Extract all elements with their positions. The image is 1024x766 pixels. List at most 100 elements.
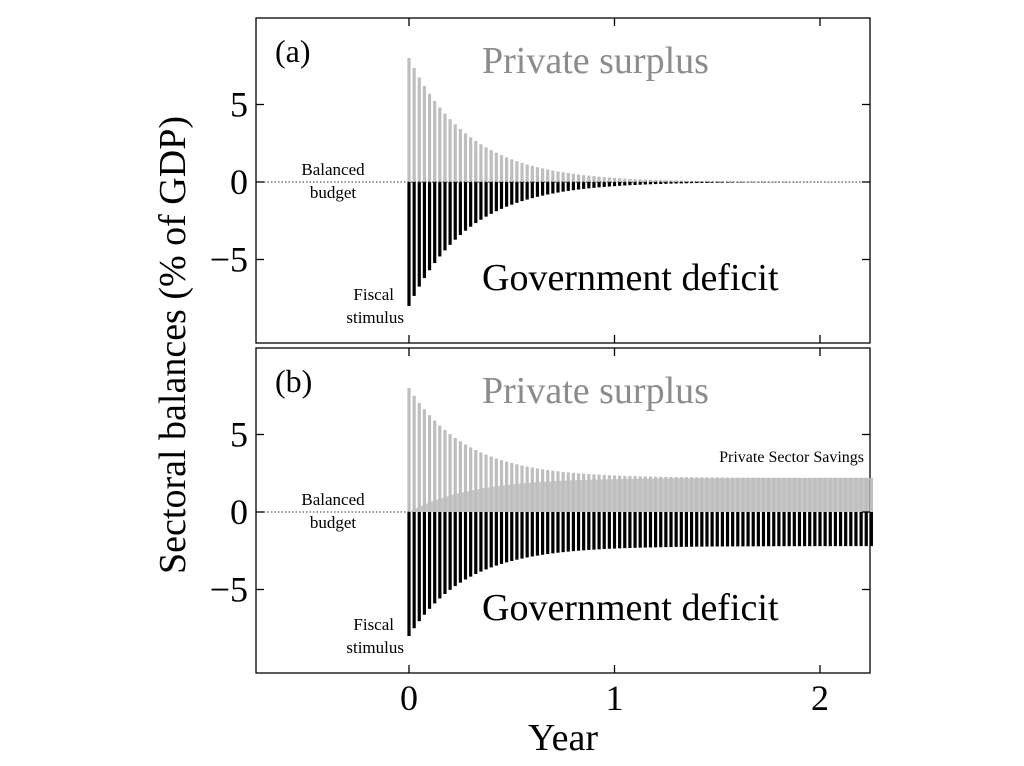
private-surplus-bar	[556, 171, 560, 182]
government-deficit-bar	[546, 512, 550, 555]
private-surplus-bar	[576, 174, 581, 182]
private-surplus-bar	[767, 477, 771, 512]
private-surplus-bar	[582, 175, 586, 182]
government-deficit-bar	[551, 182, 555, 194]
government-deficit-bar	[520, 182, 524, 202]
private-surplus-bar	[700, 477, 704, 512]
government-deficit-bar	[546, 182, 550, 195]
private-surplus-bar	[623, 178, 627, 182]
private-surplus-bar	[689, 477, 694, 512]
private-surplus-bar	[633, 476, 637, 512]
private-surplus-bar	[808, 477, 812, 512]
government-deficit-bar	[633, 182, 637, 185]
government-deficit-bar	[505, 512, 509, 563]
government-deficit-bar	[715, 182, 719, 183]
government-deficit-bar	[422, 512, 427, 615]
government-deficit-bar	[443, 182, 447, 251]
private-surplus-bar	[453, 124, 457, 182]
private-surplus-bar	[654, 476, 658, 512]
private-surplus-bar	[695, 180, 699, 182]
government-deficit-bar	[551, 512, 555, 554]
private-surplus-bar	[484, 147, 488, 182]
y-tick-label: 0	[230, 162, 248, 202]
government-deficit-bar	[489, 512, 493, 568]
private-surplus-bar	[494, 152, 498, 182]
panel-a: (a) Private surplus Government deficit B…	[210, 17, 873, 344]
government-deficit-bar	[736, 512, 740, 547]
private-surplus-bar	[715, 477, 719, 512]
government-deficit-bar	[648, 512, 653, 548]
government-deficit-bar	[417, 512, 421, 622]
government-deficit-bar	[484, 512, 488, 570]
government-deficit-bar	[448, 512, 452, 590]
government-deficit-bar	[618, 182, 622, 186]
private-surplus-bar	[546, 469, 550, 512]
private-surplus-bar	[597, 474, 601, 512]
government-deficit-bar	[720, 512, 724, 547]
private-surplus-bar	[659, 180, 663, 182]
government-deficit-bar	[802, 512, 807, 547]
private-surplus-bar	[705, 181, 709, 182]
government-deficit-bar	[695, 512, 699, 547]
government-deficit-bar	[561, 182, 565, 192]
private-surplus-bar	[433, 100, 437, 182]
government-deficit-bar	[731, 512, 735, 547]
government-deficit-bar	[669, 512, 673, 548]
private-surplus-bar	[689, 180, 694, 182]
private-surplus-bar	[474, 450, 478, 512]
private-surplus-bar	[664, 180, 668, 182]
private-surplus-bar	[566, 173, 570, 182]
panel-b-fiscal-label-line2: stimulus	[346, 638, 404, 657]
government-deficit-bar	[659, 512, 663, 548]
private-surplus-bar	[571, 173, 575, 182]
private-surplus-bar	[782, 477, 786, 512]
x-tick-label: 1	[606, 678, 624, 718]
private-surplus-bar	[720, 181, 724, 182]
private-surplus-bar	[530, 467, 534, 512]
government-deficit-bar	[669, 182, 673, 184]
private-surplus-bar	[469, 137, 473, 182]
private-surplus-bar	[458, 129, 462, 182]
government-deficit-bar	[576, 512, 581, 551]
panel-b-savings-label: Private Sector Savings	[719, 449, 864, 466]
panel-b-bars	[407, 388, 873, 636]
government-deficit-bar	[494, 182, 498, 212]
government-deficit-bar	[556, 182, 560, 193]
private-surplus-bar	[551, 170, 555, 182]
government-deficit-bar	[864, 512, 868, 547]
panel-a-y-ticks: 5 0 −5	[210, 18, 870, 343]
private-surplus-bar	[756, 477, 760, 512]
government-deficit-bar	[582, 182, 586, 189]
private-surplus-bar	[592, 474, 596, 512]
private-surplus-bar	[407, 388, 411, 512]
private-surplus-bar	[607, 177, 611, 182]
government-deficit-bar	[767, 512, 771, 547]
private-surplus-bar	[407, 58, 411, 182]
private-surplus-bar	[736, 477, 740, 512]
private-surplus-bar	[489, 456, 493, 512]
private-surplus-bar	[679, 477, 683, 512]
government-deficit-bar	[833, 512, 838, 547]
private-surplus-bar	[648, 179, 653, 182]
private-surplus-bar	[643, 179, 647, 182]
panel-a-fiscal-label-line1: Fiscal	[353, 285, 394, 304]
government-deficit-bar	[869, 512, 873, 547]
government-deficit-bar	[458, 182, 462, 235]
y-axis-label: Sectoral balances (% of GDP)	[152, 116, 194, 574]
government-deficit-bar	[792, 512, 796, 547]
government-deficit-bar	[535, 512, 540, 556]
government-deficit-bar	[664, 182, 668, 184]
private-surplus-bar	[438, 425, 442, 512]
private-surplus-bar	[643, 476, 647, 512]
private-surplus-bar	[448, 119, 452, 182]
private-surplus-bar	[546, 169, 550, 182]
panel-b-balanced-label-line1: Balanced	[301, 490, 365, 509]
government-deficit-bar	[463, 182, 468, 231]
panel-b: (b) Private surplus Private Sector Savin…	[210, 347, 873, 674]
private-surplus-bar	[725, 181, 730, 182]
private-surplus-bar	[720, 477, 724, 512]
private-surplus-bar	[582, 473, 586, 512]
government-deficit-bar	[823, 512, 827, 547]
government-deficit-bar	[838, 512, 843, 547]
panel-a-government-deficit-label: Government deficit	[482, 257, 779, 299]
